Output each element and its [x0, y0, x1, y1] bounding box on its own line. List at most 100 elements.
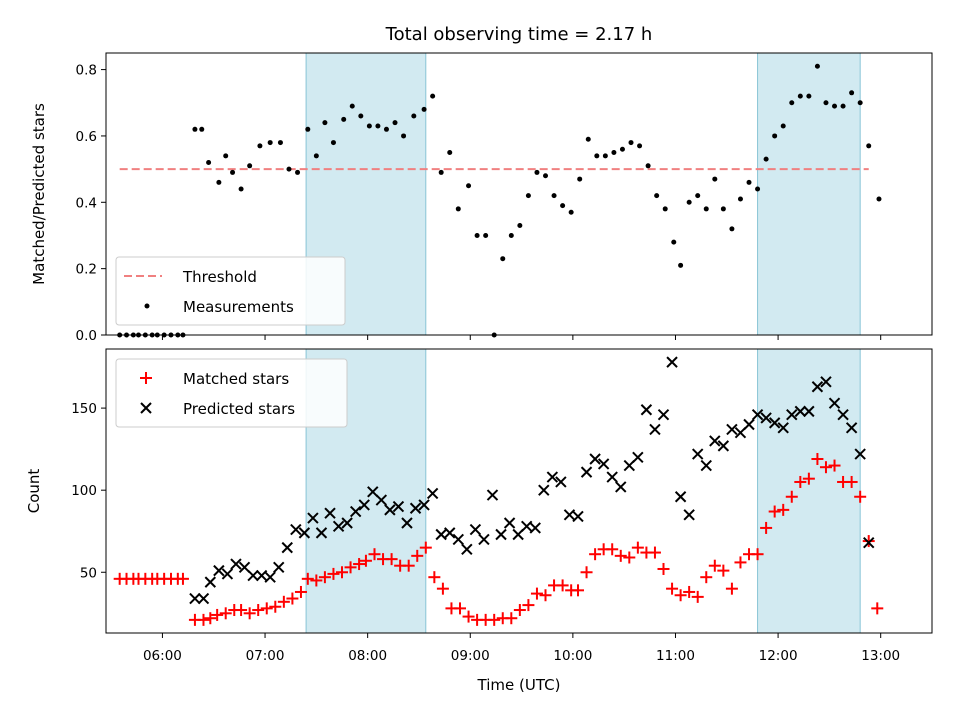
predicted-star-marker — [580, 466, 593, 478]
predicted-star-marker — [367, 486, 379, 498]
matched-star-marker — [436, 582, 449, 595]
predicted-star-marker — [213, 564, 225, 577]
predicted-star-marker — [247, 569, 259, 582]
matched-star-marker — [344, 561, 357, 574]
measurement-point — [192, 126, 198, 132]
top-y-ticks: 0.0 0.2 0.4 0.6 0.8 — [76, 63, 106, 344]
matched-star-marker — [589, 548, 602, 561]
measurement-point — [568, 209, 574, 215]
matched-star-marker — [871, 602, 884, 615]
predicted-star-marker — [854, 448, 866, 460]
top-legend: Threshold Measurements — [115, 256, 346, 326]
measurement-point — [401, 133, 407, 139]
predicted-star-marker — [734, 427, 747, 439]
matched-star-marker — [428, 571, 441, 584]
predicted-star-marker — [495, 528, 507, 541]
matched-star-marker — [556, 579, 569, 592]
predicted-star-marker — [444, 527, 456, 539]
predicted-star-marker — [546, 471, 559, 483]
legend-predicted-swatch — [140, 402, 152, 414]
measurement-point — [483, 232, 489, 238]
measurement-point — [313, 153, 319, 159]
matched-star-marker — [725, 582, 738, 595]
measurement-point — [797, 93, 803, 99]
predicted-star-marker — [649, 423, 661, 436]
measurement-point — [645, 163, 651, 169]
measurement-point — [686, 199, 692, 205]
predicted-star-marker — [726, 423, 738, 436]
measurement-point — [267, 140, 273, 146]
matched-star-marker — [197, 613, 210, 626]
measurement-point — [392, 120, 398, 126]
predicted-star-marker — [563, 509, 576, 521]
predicted-star-marker — [623, 459, 636, 472]
predicted-star-marker — [478, 533, 490, 546]
predicted-star-marker — [700, 459, 712, 472]
measurement-point — [447, 150, 453, 156]
measurement-point — [637, 143, 643, 149]
matched-star-marker — [580, 566, 593, 579]
y-tick-label: 0.2 — [76, 262, 97, 278]
matched-star-marker — [513, 604, 526, 617]
predicted-star-marker — [606, 471, 618, 483]
predicted-star-marker — [332, 520, 345, 533]
measurement-point — [305, 126, 311, 132]
matched-star-marker — [327, 567, 340, 580]
predicted-star-marker — [863, 537, 875, 549]
measurement-point — [695, 193, 701, 199]
matched-star-marker — [674, 589, 687, 602]
predicted-star-marker — [768, 417, 781, 429]
measurement-point — [654, 193, 660, 199]
predicted-star-marker — [197, 592, 210, 605]
matched-star-marker — [252, 604, 265, 617]
top-x-ticks — [161, 335, 882, 340]
measurement-point — [508, 232, 514, 238]
measurement-point — [295, 169, 301, 175]
measurement-point — [611, 150, 617, 156]
measurement-point — [857, 100, 863, 106]
matched-star-marker — [811, 452, 824, 465]
matched-star-marker — [683, 585, 696, 598]
top-legend-box — [115, 256, 346, 326]
matched-star-marker — [204, 612, 217, 625]
matched-star-marker — [606, 543, 619, 556]
measurement-point — [286, 166, 292, 172]
top-y-axis-label: Matched/Predicted stars — [30, 103, 48, 285]
measurement-point — [671, 239, 677, 245]
predicted-star-marker — [572, 510, 584, 523]
measurement-point — [703, 206, 709, 212]
matched-star-marker — [243, 607, 256, 620]
predicted-star-marker — [315, 527, 328, 539]
measurement-point — [585, 136, 591, 142]
measurement-point — [349, 103, 355, 109]
measurement-point — [619, 146, 625, 152]
matched-star-marker — [623, 551, 636, 564]
predicted-star-marker — [640, 404, 653, 416]
matched-star-marker — [419, 541, 432, 554]
measurement-point — [230, 169, 236, 175]
matched-star-marker — [294, 585, 307, 598]
measurement-point — [411, 113, 417, 119]
matched-star-marker — [819, 461, 832, 474]
observing-window — [757, 348, 861, 634]
predicted-star-marker — [409, 502, 422, 514]
matched-star-marker — [700, 571, 713, 584]
predicted-star-marker — [803, 405, 815, 418]
matched-star-marker — [353, 558, 366, 571]
matched-star-marker — [336, 566, 348, 579]
predicted-star-marker — [221, 568, 234, 580]
matched-star-marker — [648, 546, 661, 559]
predicted-stars-points — [189, 356, 875, 605]
y-tick-label: 0.8 — [76, 63, 97, 79]
bottom-y-ticks: 50 100 150 — [71, 401, 106, 581]
matched-star-marker — [614, 549, 627, 562]
matched-star-marker — [717, 564, 730, 577]
predicted-star-marker — [392, 500, 405, 513]
predicted-star-marker — [674, 491, 687, 503]
measurement-point — [866, 143, 872, 149]
predicted-star-marker — [418, 499, 430, 511]
predicted-star-marker — [435, 528, 447, 541]
matched-star-marker — [666, 582, 679, 595]
measurement-point — [628, 140, 634, 146]
predicted-star-marker — [273, 561, 285, 574]
